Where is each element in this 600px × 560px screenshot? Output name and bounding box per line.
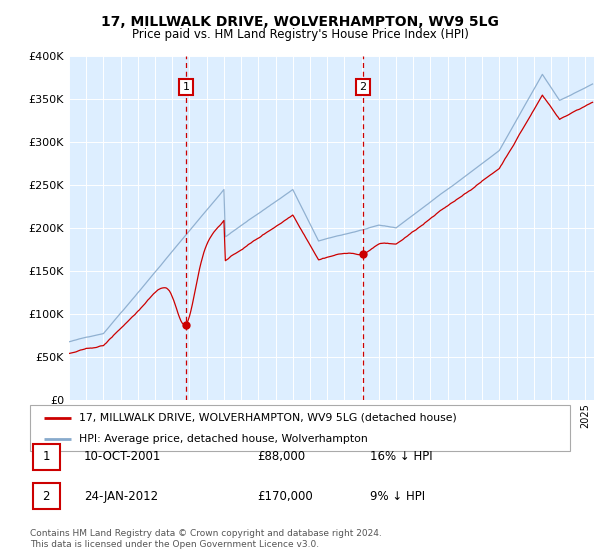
Text: 16% ↓ HPI: 16% ↓ HPI [370, 450, 433, 464]
Text: Contains HM Land Registry data © Crown copyright and database right 2024.
This d: Contains HM Land Registry data © Crown c… [30, 529, 382, 549]
Bar [186, 56, 362, 400]
Text: 10-OCT-2001: 10-OCT-2001 [84, 450, 161, 464]
FancyBboxPatch shape [33, 483, 60, 509]
Text: 24-JAN-2012: 24-JAN-2012 [84, 489, 158, 503]
Text: Price paid vs. HM Land Registry's House Price Index (HPI): Price paid vs. HM Land Registry's House … [131, 28, 469, 41]
FancyBboxPatch shape [30, 405, 570, 451]
Text: 2: 2 [43, 489, 50, 503]
Text: HPI: Average price, detached house, Wolverhampton: HPI: Average price, detached house, Wolv… [79, 435, 367, 444]
Text: 17, MILLWALK DRIVE, WOLVERHAMPTON, WV9 5LG (detached house): 17, MILLWALK DRIVE, WOLVERHAMPTON, WV9 5… [79, 413, 457, 423]
Text: 1: 1 [182, 82, 190, 92]
Text: 1: 1 [43, 450, 50, 464]
FancyBboxPatch shape [33, 444, 60, 470]
Text: £88,000: £88,000 [257, 450, 305, 464]
Text: 9% ↓ HPI: 9% ↓ HPI [370, 489, 425, 503]
Text: 17, MILLWALK DRIVE, WOLVERHAMPTON, WV9 5LG: 17, MILLWALK DRIVE, WOLVERHAMPTON, WV9 5… [101, 15, 499, 29]
Text: 2: 2 [359, 82, 366, 92]
Text: £170,000: £170,000 [257, 489, 313, 503]
